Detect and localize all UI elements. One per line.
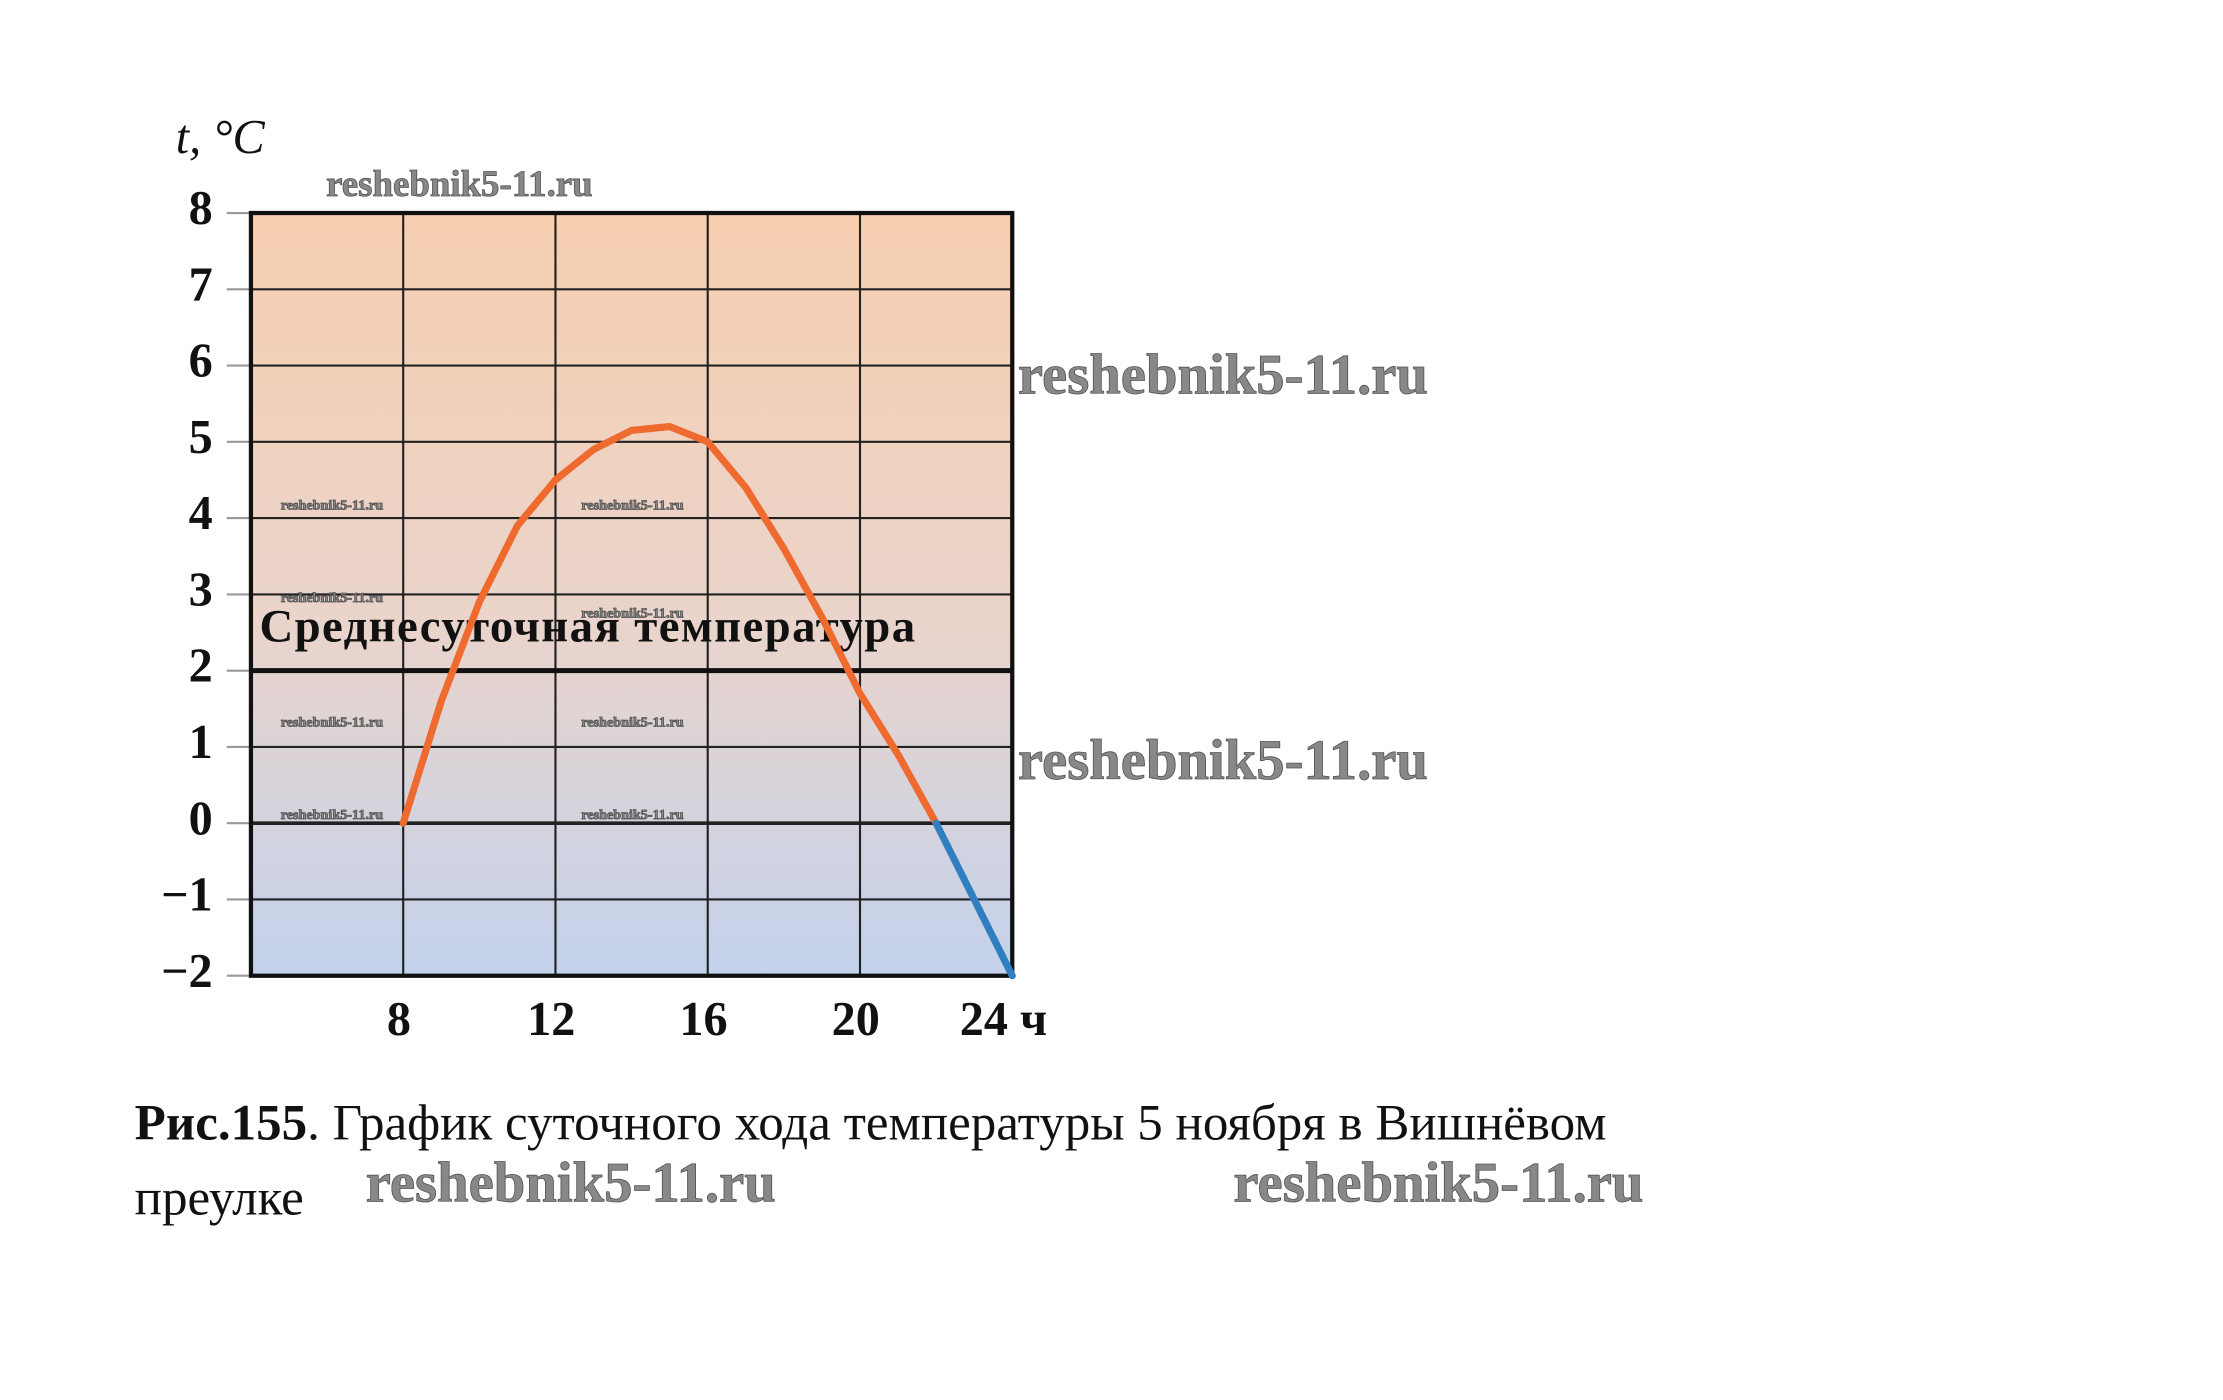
y-tick-label: −1 <box>161 869 213 922</box>
plot-frame <box>248 210 1015 978</box>
watermark: reshebnik5-11.ru <box>1018 343 1428 406</box>
series-line <box>399 423 940 827</box>
x-tick-label: 12 <box>527 993 575 1046</box>
watermark: reshebnik5-11.ru <box>366 1151 776 1214</box>
y-tick-label: 0 <box>189 792 213 845</box>
y-tick-label: 4 <box>189 487 213 540</box>
watermark: reshebnik5-11.ru <box>1018 729 1428 792</box>
y-tick-label: −2 <box>161 945 213 998</box>
watermark: reshebnik5-11.ru <box>326 163 593 204</box>
watermark: reshebnik5-11.ru <box>281 498 384 514</box>
watermark: reshebnik5-11.ru <box>281 590 384 606</box>
reference-label: Среднесуточная температура <box>259 601 916 653</box>
y-tick-label: 6 <box>189 335 213 388</box>
x-tick-label: 24 ч <box>960 993 1047 1046</box>
y-tick-label: 3 <box>189 563 213 616</box>
watermark: reshebnik5-11.ru <box>281 807 384 823</box>
watermark: reshebnik5-11.ru <box>581 715 684 731</box>
caption-label: Рис.155 <box>135 1095 307 1151</box>
caption-text: . График суточного хода температуры 5 но… <box>307 1095 1606 1151</box>
y-axis-label: t, °C <box>176 111 266 164</box>
y-tick-label: 2 <box>189 640 213 693</box>
y-tick-label: 8 <box>189 182 213 235</box>
watermark: reshebnik5-11.ru <box>581 498 684 514</box>
y-tick-label: 5 <box>189 411 213 464</box>
caption: Рис.155. График суточного хода температу… <box>135 1095 1607 1151</box>
y-tick-label: 1 <box>189 716 213 769</box>
x-tick-label: 8 <box>387 993 411 1046</box>
watermark: reshebnik5-11.ru <box>581 605 684 621</box>
y-tick-label: 7 <box>189 258 213 311</box>
watermark: reshebnik5-11.ru <box>281 715 384 731</box>
x-tick-label: 16 <box>679 993 727 1046</box>
caption-text: преулке <box>135 1170 304 1226</box>
watermark: reshebnik5-11.ru <box>581 807 684 823</box>
series-line <box>932 819 1016 980</box>
watermark: reshebnik5-11.ru <box>1233 1151 1643 1214</box>
x-tick-label: 20 <box>832 993 880 1046</box>
